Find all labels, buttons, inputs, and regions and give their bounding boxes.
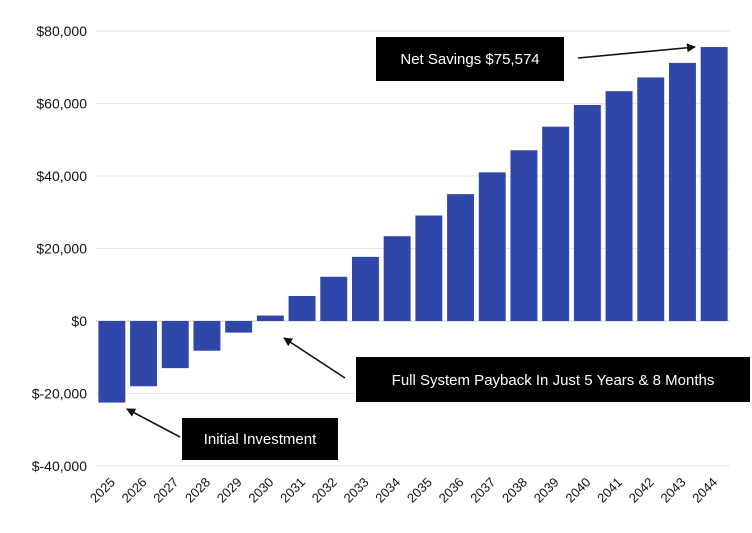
bar-2041 [605,91,633,321]
bars [98,47,728,403]
x-tick-label: 2029 [214,475,245,506]
annotation-payback-arrow [283,337,346,379]
bar-2026 [130,321,158,387]
x-tick-label: 2035 [404,475,435,506]
y-tick-label: $40,000 [36,168,87,184]
x-tick-label: 2044 [689,475,720,506]
x-axis-ticks: 2025 2026 2027 2028 2029 2030 2031 2032 2033 2034… [87,475,720,506]
y-tick-label: $-40,000 [32,458,87,474]
annotation-payback-text: Full System Payback In Just 5 Years & 8 … [392,372,715,389]
y-axis-ticks: $-40,000 $-20,000 $0 $20,000 $40,000 $60,000 $… [32,23,87,474]
annotation-initial-text: Initial Investment [204,431,317,448]
x-tick-label: 2031 [277,475,308,506]
annotation-net-savings-arrow [577,43,696,59]
y-tick-label: $60,000 [36,96,87,112]
bar-2032 [320,276,348,321]
bar-2033 [351,256,379,321]
x-tick-label: 2039 [531,475,562,506]
y-tick-label: $-20,000 [32,386,87,402]
bar-2037 [478,172,506,321]
x-tick-label: 2026 [119,475,150,506]
y-tick-label: $20,000 [36,241,87,257]
annotation-payback: Full System Payback In Just 5 Years & 8 … [283,337,750,402]
x-tick-label: 2042 [626,475,657,506]
x-tick-label: 2041 [594,475,625,506]
x-tick-label: 2025 [87,475,118,506]
bar-2036 [447,194,475,321]
y-tick-label: $0 [71,313,87,329]
y-tick-label: $80,000 [36,23,87,39]
bar-2027 [161,321,189,369]
x-tick-label: 2027 [150,475,181,506]
bar-2040 [573,104,601,321]
x-tick-label: 2032 [309,475,340,506]
bar-2043 [668,62,696,322]
bar-2025 [98,321,126,403]
bar-2042 [637,77,665,322]
bar-2034 [383,236,411,321]
x-tick-label: 2038 [499,475,530,506]
annotation-net-savings: Net Savings $75,574 [376,37,696,81]
bar-2035 [415,215,443,321]
annotation-net-savings-box [376,37,564,81]
x-tick-label: 2043 [658,475,689,506]
annotation-initial-arrow [126,408,181,438]
bar-2038 [510,150,538,321]
annotation-initial-box [182,418,338,460]
x-tick-label: 2040 [562,475,593,506]
x-tick-label: 2036 [436,475,467,506]
bar-2031 [288,295,316,321]
x-tick-label: 2030 [245,475,276,506]
x-tick-label: 2034 [372,475,403,506]
annotation-payback-box [356,357,750,402]
x-tick-label: 2037 [467,475,498,506]
annotation-initial-investment: Initial Investment [126,408,338,460]
annotation-net-savings-text: Net Savings $75,574 [400,51,539,68]
bar-2044 [700,47,728,321]
bar-2039 [542,126,570,321]
bar-2029 [225,321,253,333]
x-tick-label: 2033 [341,475,372,506]
x-tick-label: 2028 [182,475,213,506]
bar-2030 [256,315,284,321]
bar-2028 [193,321,221,351]
